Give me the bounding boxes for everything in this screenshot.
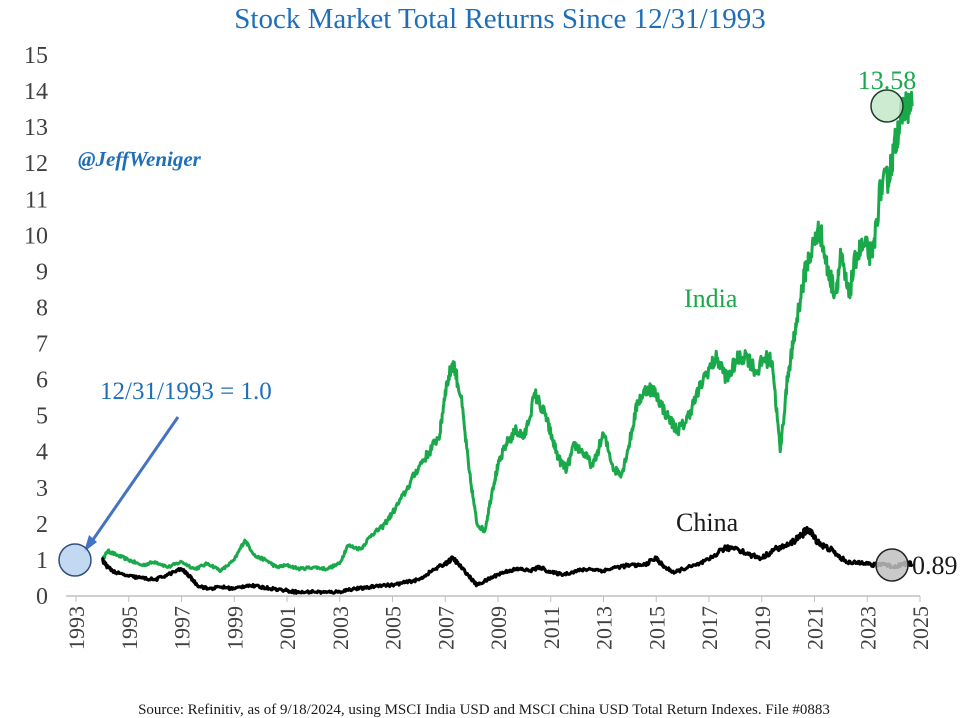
chart-title: Stock Market Total Returns Since 12/31/1… [234, 3, 765, 35]
y-tick-label: 5 [36, 404, 48, 430]
x-tick-label: 2025 [908, 606, 933, 650]
handle-annotation: @JeffWeniger [78, 147, 202, 171]
y-tick-label: 14 [24, 79, 48, 105]
china-end-value: 0.89 [912, 551, 958, 580]
china-series-line [100, 525, 914, 595]
source-note: Source: Refinitiv, as of 9/18/2024, usin… [138, 702, 830, 718]
baseline-annotation: 12/31/1993 = 1.0 [100, 378, 272, 405]
y-tick-label: 2 [36, 512, 48, 538]
y-tick-label: 15 [24, 43, 48, 69]
china-series-label: China [676, 508, 739, 537]
x-tick-label: 1995 [117, 606, 142, 650]
y-tick-label: 1 [36, 548, 48, 574]
start-point-marker [58, 543, 92, 577]
x-axis: 1993 1995 1997 1999 2001 2003 2005 2007 2009 2011… [64, 596, 933, 650]
y-tick-label: 8 [36, 295, 48, 321]
series-layer [100, 90, 914, 595]
india-end-marker [870, 89, 904, 123]
x-tick-label: 2003 [328, 606, 353, 650]
y-tick-label: 7 [36, 332, 48, 358]
india-end-value: 13.58 [858, 66, 917, 95]
x-tick-label: 2007 [433, 606, 458, 650]
x-tick-label: 2011 [539, 606, 564, 649]
y-tick-label: 3 [36, 476, 48, 502]
x-tick-label: 2019 [750, 606, 775, 650]
x-tick-label: 1999 [222, 606, 247, 650]
x-tick-label: 2023 [855, 606, 880, 650]
y-tick-label: 9 [36, 259, 48, 285]
india-series-line [101, 90, 914, 574]
china-end-marker [875, 548, 909, 582]
x-tick-label: 2009 [486, 606, 511, 650]
y-tick-label: 6 [36, 368, 48, 394]
y-tick-label: 12 [24, 151, 48, 177]
x-tick-label: 2005 [381, 606, 406, 650]
baseline-arrow-head [84, 535, 97, 552]
x-tick-label: 2001 [275, 606, 300, 650]
y-tick-label: 10 [24, 223, 48, 249]
baseline-arrow-shaft [88, 416, 180, 545]
x-tick-label: 1997 [170, 606, 195, 650]
x-tick-label: 2015 [644, 606, 669, 650]
x-tick-label: 2013 [592, 606, 617, 650]
x-tick-label: 2021 [803, 606, 828, 650]
x-tick-label: 2017 [697, 606, 722, 650]
x-tick-label: 1993 [64, 606, 89, 650]
india-series-label: India [684, 284, 738, 313]
y-tick-label: 11 [25, 187, 48, 213]
y-tick-label: 13 [24, 115, 48, 141]
y-tick-label: 4 [36, 440, 48, 466]
y-tick-label: 0 [36, 584, 48, 610]
